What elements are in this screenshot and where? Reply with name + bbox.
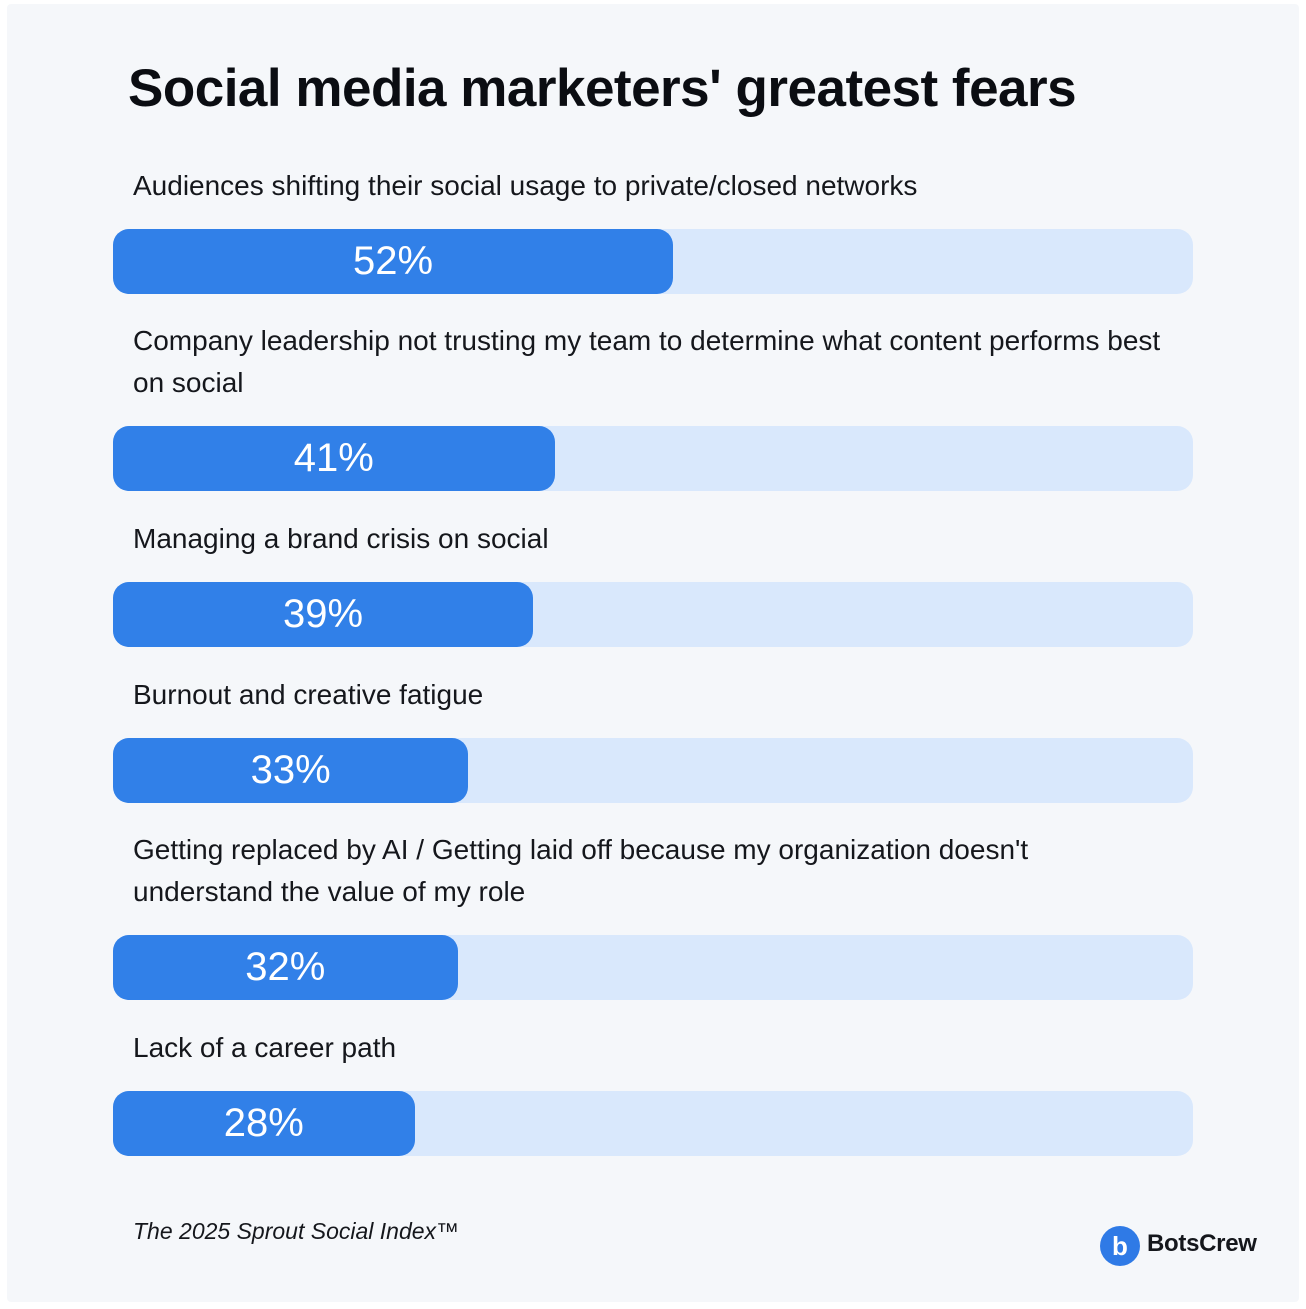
bar xyxy=(113,426,555,491)
bar xyxy=(113,1091,415,1156)
bar-track: 32% xyxy=(113,935,1193,1000)
bar xyxy=(113,582,533,647)
bar-category-label: Managing a brand crisis on social xyxy=(133,523,549,554)
bar-track: 28% xyxy=(113,1091,1193,1156)
bar-value-label: 39% xyxy=(282,592,364,636)
bar xyxy=(113,738,469,803)
bar-track: 41% xyxy=(113,426,1193,491)
b-logo-icon: b xyxy=(1100,1226,1140,1266)
bar-value-label: 28% xyxy=(223,1101,304,1145)
chart-card xyxy=(7,4,1299,1302)
bar xyxy=(113,935,458,1000)
bar-category-label: Company leadership not trusting my team … xyxy=(133,325,1161,398)
logo-letter: b xyxy=(1112,1231,1128,1261)
bar-value-label: 32% xyxy=(245,945,326,989)
source-note: The 2025 Sprout Social Index™ xyxy=(133,1218,460,1244)
bar-value-label: 33% xyxy=(250,748,331,792)
bar-category-label: Audiences shifting their social usage to… xyxy=(133,170,918,201)
bar-value-label: 52% xyxy=(352,239,434,283)
brand-name: BotsCrew xyxy=(1147,1230,1257,1257)
bar-category-label: Lack of a career path xyxy=(133,1032,397,1063)
bar-track: 33% xyxy=(113,738,1193,803)
bar xyxy=(113,229,673,294)
bar-category-label: Burnout and creative fatigue xyxy=(133,679,484,710)
bar-category-label: Getting replaced by AI / Getting laid of… xyxy=(133,834,1029,907)
bar-value-label: 41% xyxy=(293,436,374,480)
bar-track: 52% xyxy=(113,229,1193,294)
bar-track: 39% xyxy=(113,582,1193,647)
chart-title: Social media marketers' greatest fears xyxy=(128,59,1077,118)
